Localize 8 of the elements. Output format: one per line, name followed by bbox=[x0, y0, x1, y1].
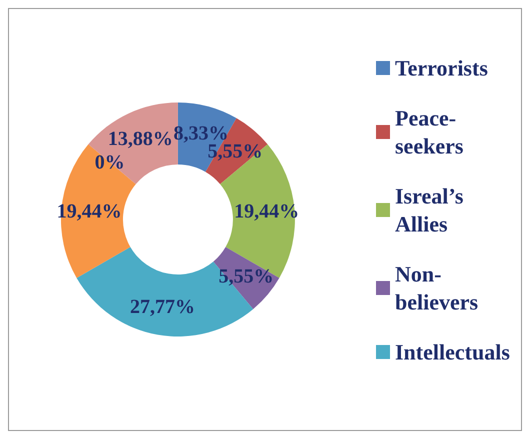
legend-label: Intellectuals bbox=[395, 340, 510, 364]
data-label: 27,77% bbox=[130, 296, 196, 318]
legend-label: Non-believers bbox=[395, 262, 479, 314]
legend-label: Peace-seekers bbox=[395, 106, 464, 158]
text: 0% bbox=[94, 151, 125, 174]
legend-label: Isreal’s Allies bbox=[395, 184, 464, 236]
legend-label: Terrorists bbox=[395, 56, 488, 80]
data-label: 13,88% bbox=[108, 128, 173, 150]
